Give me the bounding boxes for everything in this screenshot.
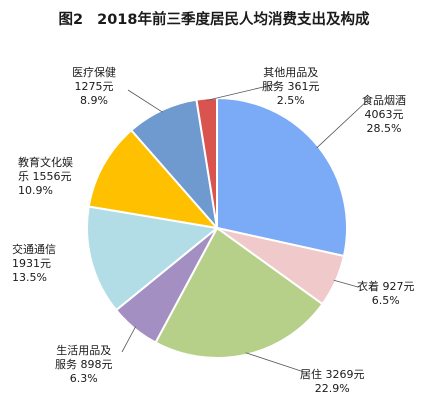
figure-title-text: 2018年前三季度居民人均消费支出及构成 — [97, 12, 370, 28]
leader-line-clothing — [333, 279, 359, 288]
label-food: 食品烟酒 4063元 28.5% — [362, 94, 406, 135]
leader-line-food — [316, 99, 369, 149]
leader-line-household-goods — [121, 326, 136, 353]
label-education: 教育文化娱乐 1556元 10.9% — [18, 156, 73, 197]
label-clothing: 衣着 927元 6.5% — [357, 280, 415, 307]
label-housing: 居住 3269元 22.9% — [300, 368, 365, 395]
leader-line-medical — [127, 89, 163, 113]
label-medical: 医疗保健 1275元 8.9% — [72, 66, 116, 107]
pie-slice-transport — [86, 205, 220, 312]
figure-number: 图2 — [58, 12, 84, 28]
label-transport: 交通通信 1931元 13.5% — [12, 243, 56, 284]
label-household-goods: 生活用品及 服务 898元 6.3% — [55, 344, 113, 385]
chart-title: 图2 2018年前三季度居民人均消费支出及构成 — [0, 8, 428, 29]
leader-line-other — [206, 83, 277, 101]
label-other: 其他用品及 服务 361元 2.5% — [262, 66, 320, 107]
pie-slice-housing — [154, 226, 324, 359]
pie-slice-education — [87, 128, 220, 230]
leader-line-housing — [245, 352, 305, 373]
